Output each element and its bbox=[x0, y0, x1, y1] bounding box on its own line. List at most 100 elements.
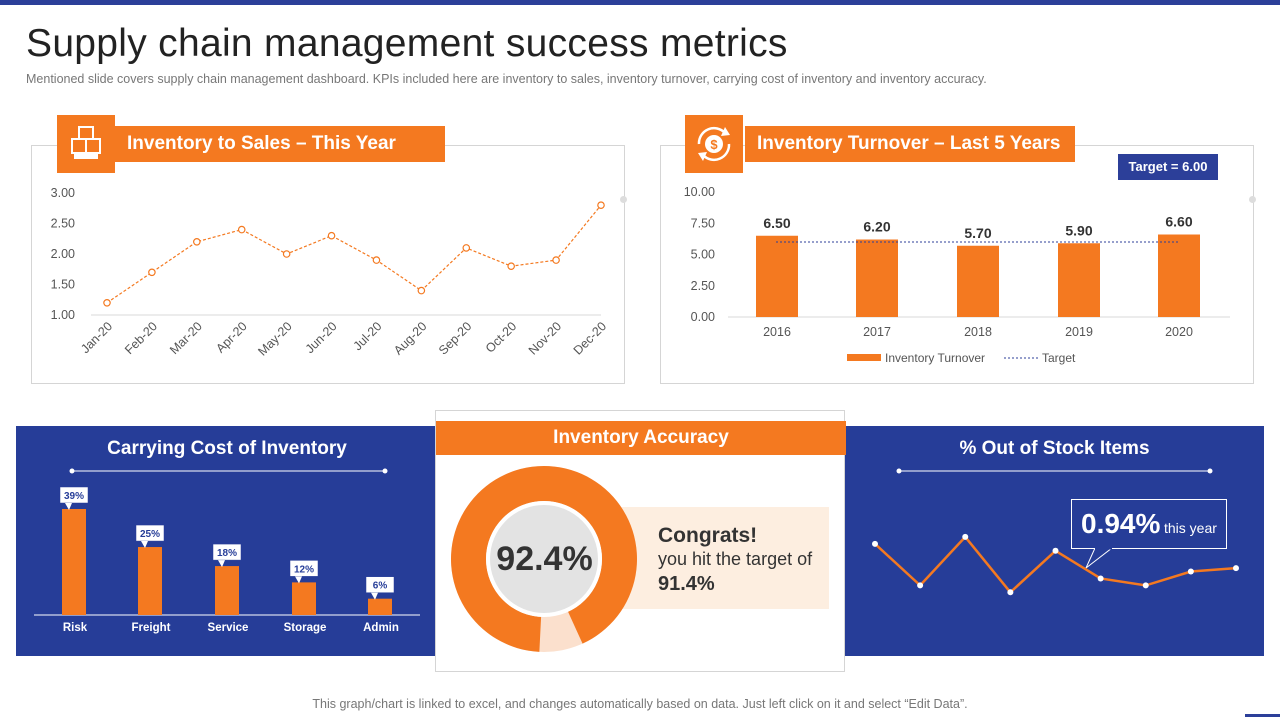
y-tick-label: 3.00 bbox=[51, 186, 75, 200]
turnover-bar bbox=[856, 239, 898, 317]
sales-series-line bbox=[106, 204, 602, 304]
dollar-cycle-icon: $ bbox=[685, 115, 743, 173]
y-tick-label: 2.50 bbox=[51, 217, 75, 231]
congrats-target-value: 91.4% bbox=[658, 573, 715, 595]
stock-point bbox=[1052, 547, 1059, 554]
x-tick-label: Aug-20 bbox=[391, 319, 429, 357]
congrats-title: Congrats! bbox=[658, 524, 758, 547]
bar-label-pointer bbox=[218, 560, 225, 568]
sales-point bbox=[372, 256, 381, 264]
stock-point bbox=[1007, 589, 1014, 596]
bar-label-box bbox=[289, 560, 319, 577]
out-of-stock-callout: 0.94% this year bbox=[1071, 499, 1227, 549]
x-tick-label: Freight bbox=[132, 622, 171, 634]
bar-value-label: 6.50 bbox=[763, 215, 790, 231]
bar-value-label: 6.20 bbox=[863, 219, 890, 235]
x-tick-label: 2016 bbox=[763, 325, 791, 339]
y-tick-label: 5.00 bbox=[691, 248, 715, 262]
target-badge: Target = 6.00 bbox=[1118, 154, 1218, 180]
footnote: This graph/chart is linked to excel, and… bbox=[312, 697, 968, 711]
sales-point bbox=[237, 225, 246, 234]
bar-value-label: 6.60 bbox=[1165, 214, 1192, 230]
x-tick-label: May-20 bbox=[255, 319, 294, 358]
carrying-bar bbox=[138, 547, 162, 615]
congrats-line: you hit the target of bbox=[658, 549, 813, 569]
bar-label-pointer bbox=[65, 503, 72, 510]
svg-text:$: $ bbox=[710, 137, 718, 152]
donut-center-disc bbox=[490, 505, 598, 613]
x-tick-label: Dec-20 bbox=[571, 319, 609, 357]
accuracy-center-value: 92.4% bbox=[496, 540, 593, 578]
boxes-icon bbox=[57, 115, 115, 173]
y-tick-label: 1.50 bbox=[51, 278, 75, 292]
top-accent-bar bbox=[0, 0, 1280, 5]
legend-label: Target bbox=[1042, 351, 1076, 365]
x-tick-label: 2020 bbox=[1165, 325, 1193, 339]
stock-point bbox=[1097, 575, 1104, 582]
y-tick-label: 10.00 bbox=[684, 185, 715, 199]
bar-label-box bbox=[365, 576, 395, 593]
stock-point bbox=[1233, 565, 1239, 572]
bar-value-label: 12% bbox=[294, 564, 314, 575]
x-tick-label: Nov-20 bbox=[526, 319, 564, 357]
y-tick-label: 7.50 bbox=[691, 216, 715, 230]
bar-value-label: 5.90 bbox=[1065, 222, 1092, 238]
stock-point bbox=[1187, 568, 1194, 575]
page-subtitle: Mentioned slide covers supply chain mana… bbox=[26, 72, 987, 86]
inventory-accuracy-donut bbox=[451, 466, 637, 652]
corner-accent bbox=[1245, 714, 1280, 717]
underline-dot bbox=[69, 468, 75, 474]
x-tick-label: Storage bbox=[284, 622, 327, 634]
out-of-stock-chart bbox=[872, 468, 1239, 596]
callout-suffix: this year bbox=[1164, 520, 1217, 536]
page-title: Supply chain management success metrics bbox=[26, 22, 788, 65]
inventory-turnover-header: Inventory Turnover – Last 5 Years bbox=[745, 126, 1075, 162]
bar-label-pointer bbox=[371, 592, 378, 600]
x-tick-label: Jun-20 bbox=[303, 319, 340, 356]
sales-point bbox=[597, 201, 605, 210]
sales-point bbox=[552, 256, 560, 264]
x-tick-label: Jul-20 bbox=[351, 319, 385, 353]
congrats-box bbox=[609, 507, 829, 609]
y-tick-label: 0.00 bbox=[691, 310, 715, 324]
y-tick-label: 2.50 bbox=[691, 279, 715, 293]
bar-value-label: 25% bbox=[140, 529, 160, 540]
stock-point bbox=[962, 533, 969, 540]
carrying-cost-title: Carrying Cost of Inventory bbox=[107, 438, 347, 459]
donut-accurate-slice bbox=[451, 466, 637, 652]
bar-label-box bbox=[59, 486, 89, 504]
x-tick-label: Admin bbox=[363, 622, 399, 634]
panel-handle bbox=[1249, 196, 1256, 203]
stock-point bbox=[917, 582, 924, 589]
bar-value-label: 39% bbox=[64, 491, 84, 502]
x-tick-label: Mar-20 bbox=[167, 319, 205, 357]
carrying-bar bbox=[215, 566, 239, 615]
out-of-stock-panel bbox=[845, 426, 1264, 656]
x-tick-label: Service bbox=[208, 622, 249, 634]
carrying-cost-chart: 39% Risk 25% Freight 18% Service 12% Storage 6% A… bbox=[34, 468, 420, 634]
y-tick-label: 2.00 bbox=[51, 247, 75, 261]
x-tick-label: 2019 bbox=[1065, 325, 1093, 339]
turnover-bar bbox=[756, 235, 798, 317]
x-tick-label: Jan-20 bbox=[78, 319, 115, 356]
sales-point bbox=[507, 262, 515, 271]
underline-dot bbox=[382, 468, 388, 474]
sales-point bbox=[193, 238, 201, 246]
bar-value-label: 5.70 bbox=[964, 225, 991, 241]
stock-point bbox=[872, 540, 878, 547]
inventory-sales-chart: 1.00 1.50 2.00 2.50 3.00 Jan-20 Feb-20 Mar-20 Ap… bbox=[51, 186, 609, 359]
carrying-bar bbox=[62, 509, 86, 615]
sales-point bbox=[327, 231, 336, 240]
bar-label-pointer bbox=[295, 576, 302, 584]
bar-label-pointer bbox=[141, 541, 148, 549]
stock-point bbox=[1142, 582, 1149, 589]
bar-label-box bbox=[212, 543, 242, 561]
x-tick-label: Oct-20 bbox=[483, 319, 519, 355]
x-tick-label: Risk bbox=[63, 622, 88, 634]
bar-label-box bbox=[135, 524, 165, 542]
turnover-bar bbox=[957, 245, 999, 317]
x-tick-label: 2017 bbox=[863, 325, 891, 339]
turnover-bar bbox=[1158, 234, 1200, 317]
inventory-sales-header: Inventory to Sales – This Year bbox=[115, 126, 445, 162]
x-tick-label: Sep-20 bbox=[436, 319, 474, 357]
